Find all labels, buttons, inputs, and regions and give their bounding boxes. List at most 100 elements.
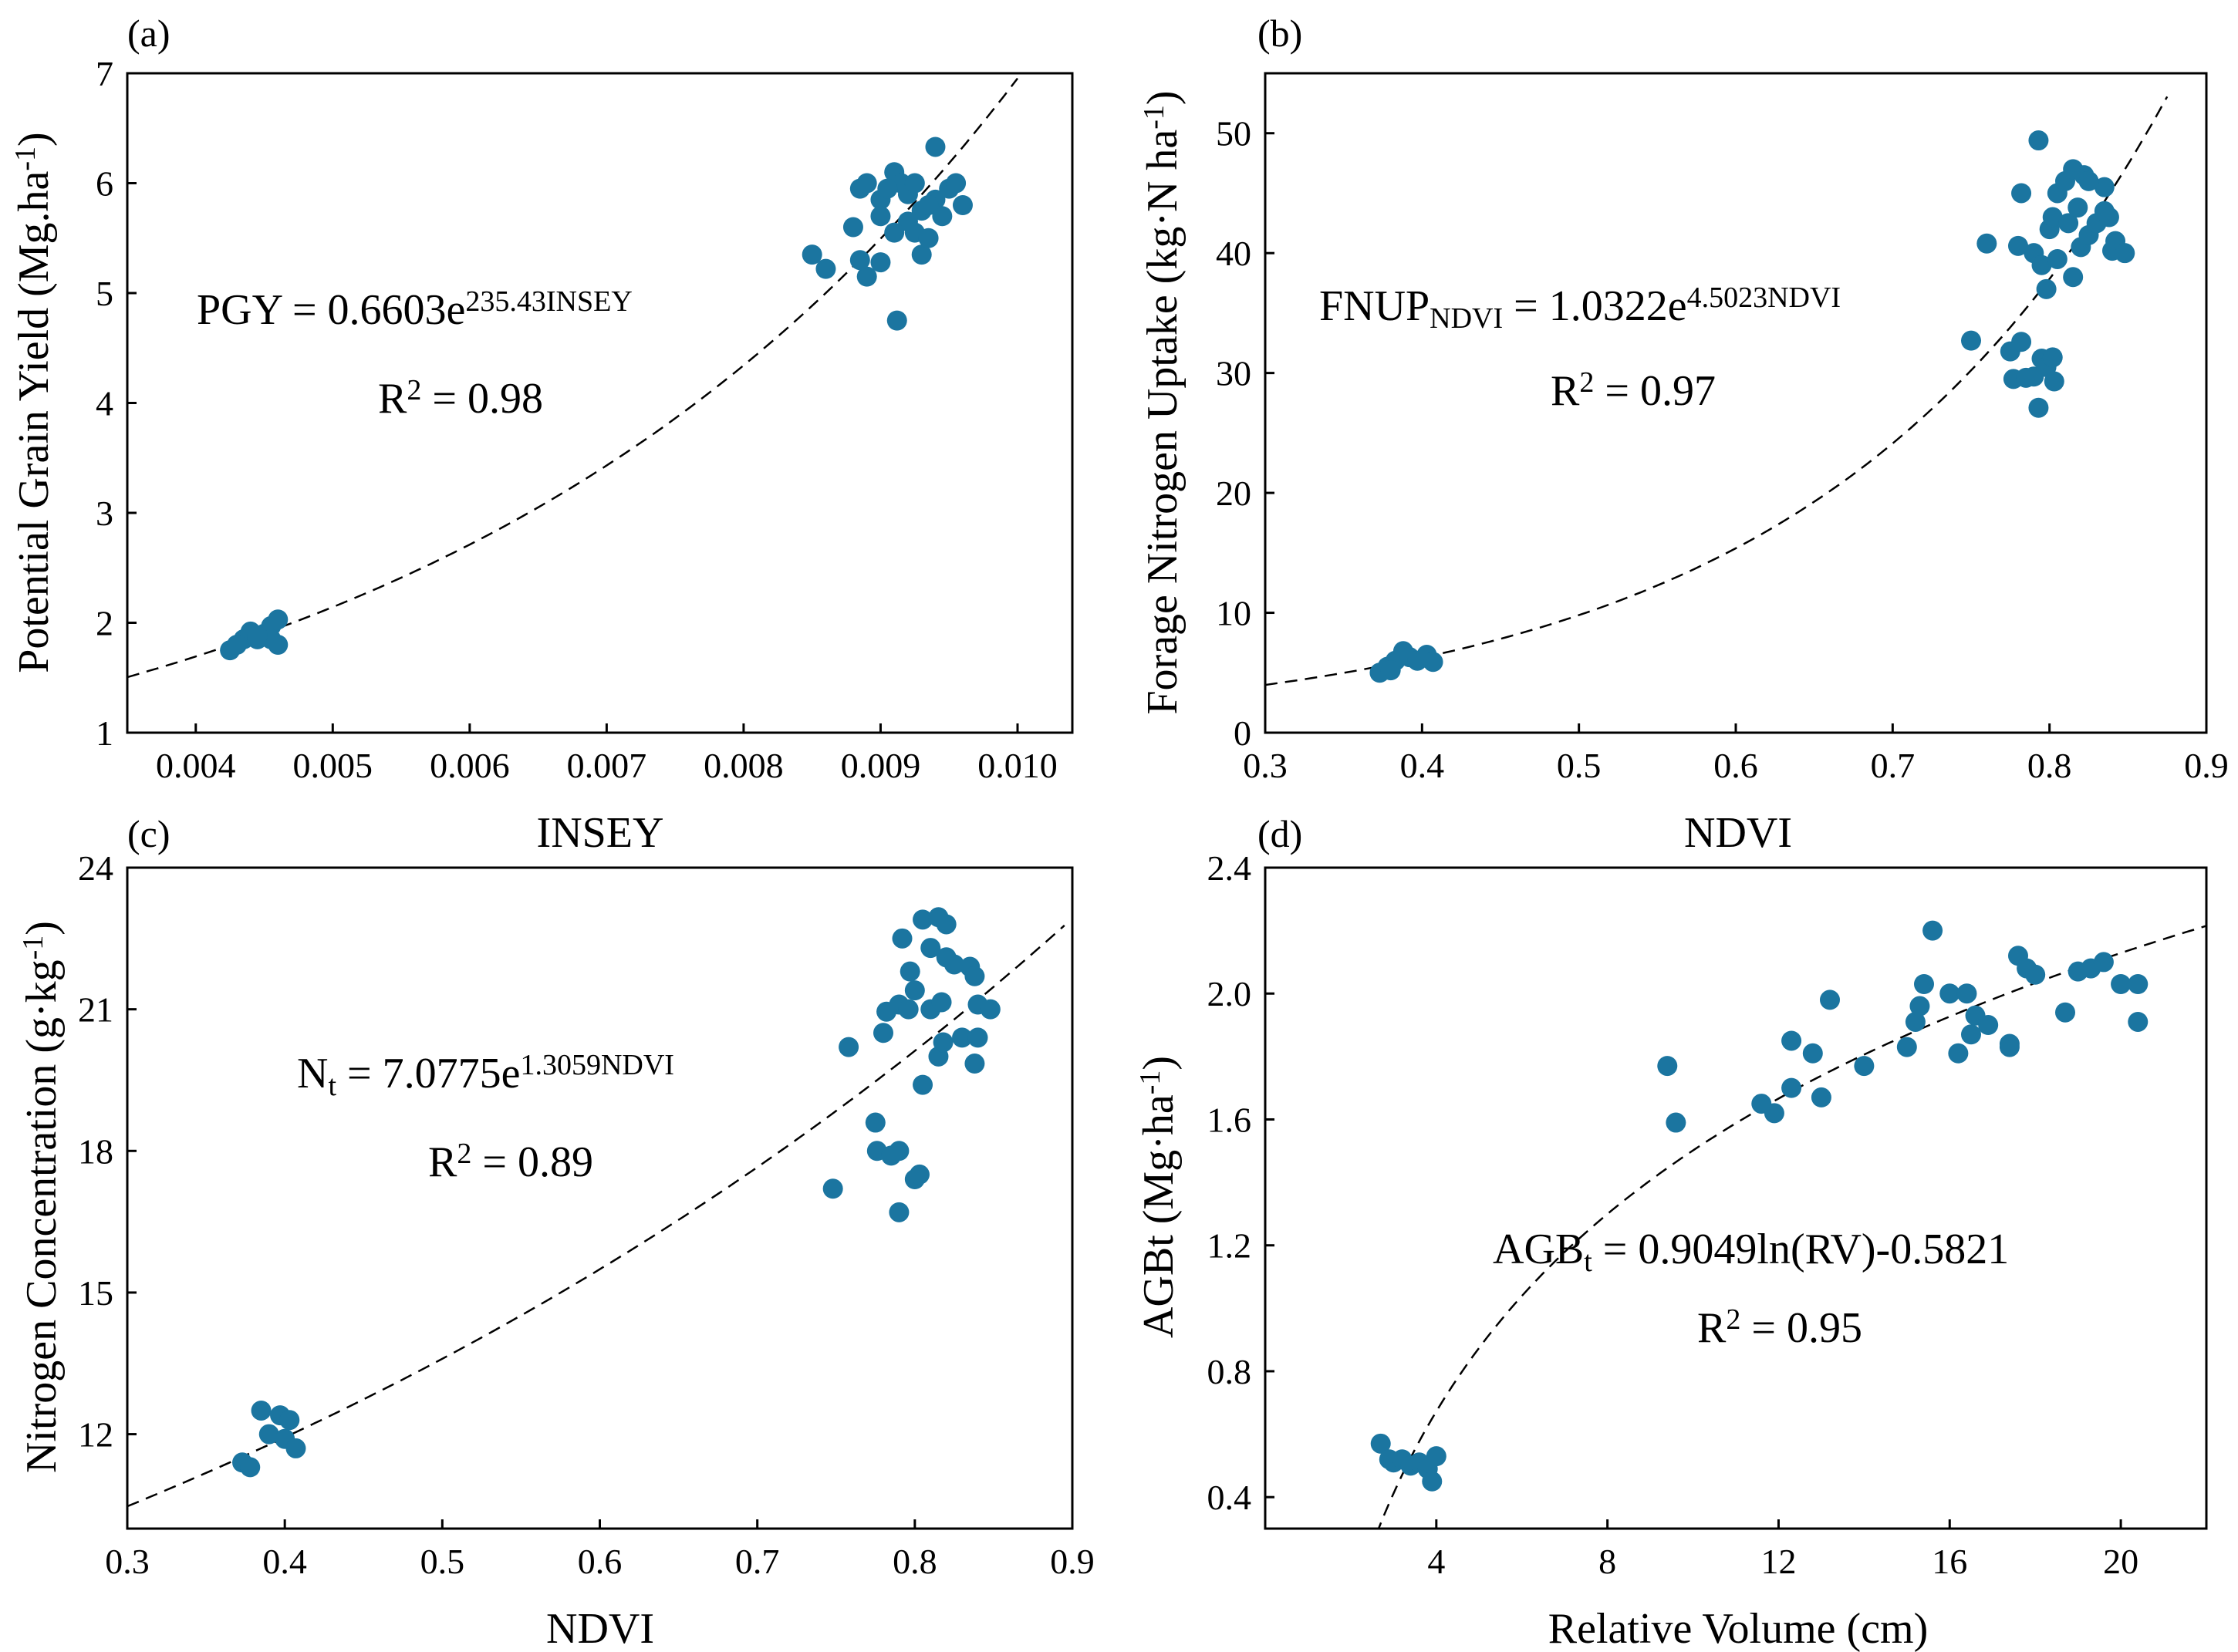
r-squared: R2 = 0.98	[378, 374, 543, 423]
y-tick-label: 1.2	[1207, 1226, 1252, 1266]
data-point	[856, 266, 877, 287]
data-point	[1370, 1433, 1391, 1454]
r-squared: R2 = 0.97	[1551, 366, 1716, 415]
fit-equation: Nt = 7.0775e1.3059NDVI	[297, 1049, 674, 1102]
x-tick-label: 12	[1760, 1542, 1796, 1581]
data-point	[964, 1054, 985, 1074]
data-point	[258, 1424, 279, 1445]
data-point	[952, 1027, 973, 1048]
r-squared: R2 = 0.89	[428, 1138, 593, 1186]
data-point	[1666, 1112, 1686, 1133]
data-point	[1854, 1056, 1875, 1077]
y-tick-label: 40	[1216, 234, 1251, 273]
data-point	[2128, 1011, 2149, 1032]
x-tick-label: 0.4	[1400, 746, 1445, 785]
data-point	[1939, 983, 1960, 1004]
data-point	[2042, 347, 2063, 368]
data-point	[865, 1112, 886, 1133]
data-point	[1781, 1030, 1802, 1051]
x-tick-label: 0.6	[578, 1542, 623, 1581]
data-point	[815, 258, 836, 279]
y-tick-label: 0	[1234, 713, 1251, 753]
data-point	[913, 1074, 933, 1095]
y-tick-label: 1	[96, 713, 113, 753]
r-squared: R2 = 0.95	[1697, 1303, 1862, 1352]
data-point	[967, 1027, 988, 1048]
y-tick-label: 21	[78, 990, 113, 1030]
y-tick-label: 30	[1216, 354, 1251, 393]
data-point	[952, 195, 973, 215]
data-point	[870, 252, 891, 273]
data-point	[918, 195, 939, 215]
x-tick-label: 0.8	[893, 1542, 937, 1581]
y-tick-label: 18	[78, 1131, 113, 1171]
data-point	[1956, 983, 1977, 1004]
panel-a: 0.004 0.005 0.006 0.007 0.008 0.009 0.010 1 2 3 4 5…	[9, 12, 1074, 857]
y-tick-label: 2.0	[1207, 974, 1252, 1013]
data-point	[2128, 973, 2149, 994]
data-point	[946, 173, 967, 194]
data-point	[2028, 397, 2049, 418]
y-axis-label: Forage Nitrogen Uptake (kg·N ha-1)	[1138, 90, 1187, 714]
data-point	[849, 250, 870, 271]
data-point	[1978, 1015, 1999, 1036]
data-point	[2094, 177, 2115, 197]
data-point	[2111, 973, 2132, 994]
data-point	[1802, 1043, 1823, 1064]
data-point	[2055, 1002, 2075, 1023]
data-point	[1999, 1037, 2020, 1057]
data-point	[285, 1438, 306, 1458]
y-tick-label: 12	[78, 1415, 113, 1455]
fit-curve	[1265, 96, 2169, 686]
data-point	[1811, 1087, 1831, 1108]
y-tick-label: 50	[1216, 114, 1251, 153]
data-point	[1914, 973, 1934, 994]
x-tick-label: 0.5	[420, 1542, 465, 1581]
data-point	[1422, 1471, 1443, 1492]
data-point	[877, 178, 898, 199]
data-point	[279, 1410, 300, 1431]
data-point	[839, 1037, 859, 1057]
panel-label: (c)	[127, 812, 170, 855]
data-point	[1961, 330, 1981, 351]
y-tick-label: 4	[96, 384, 113, 423]
data-point	[802, 244, 822, 265]
data-point	[898, 999, 919, 1020]
y-tick-label: 0.8	[1207, 1352, 1252, 1391]
data-point	[964, 966, 985, 986]
data-point	[2094, 201, 2115, 221]
data-point	[943, 954, 964, 975]
data-point	[842, 217, 863, 238]
data-point	[936, 914, 957, 935]
fit-curve	[1377, 925, 2206, 1529]
x-tick-label: 20	[2103, 1542, 2138, 1581]
y-axis-label: Nitrogen Concentration (g·kg-1)	[17, 921, 66, 1473]
x-tick-label: 0.4	[262, 1542, 307, 1581]
data-point	[2025, 964, 2046, 985]
fit-curve	[127, 77, 1018, 679]
y-tick-label: 24	[78, 848, 113, 888]
x-tick-label: 0.7	[735, 1542, 780, 1581]
data-point	[1922, 920, 1943, 941]
x-tick-label: 16	[1932, 1542, 1967, 1581]
data-point	[251, 1400, 272, 1421]
data-point	[268, 609, 289, 630]
data-point	[1820, 990, 1840, 1010]
data-point	[873, 1023, 893, 1043]
y-tick-label: 10	[1216, 594, 1251, 633]
panel-label: (a)	[127, 12, 170, 55]
x-tick-label: 0.3	[1243, 746, 1288, 785]
data-point	[2011, 332, 2032, 352]
data-point	[2042, 207, 2063, 228]
panel-c: 0.3 0.4 0.5 0.6 0.7 0.8 0.9 12 15 18 21 24 (c) NDVI Ni…	[17, 812, 1095, 1652]
data-point	[892, 928, 913, 949]
data-point	[904, 173, 925, 194]
data-point	[2063, 267, 2084, 288]
y-tick-label: 3	[96, 494, 113, 533]
data-point	[1896, 1037, 1917, 1057]
data-point	[931, 992, 952, 1013]
data-point	[1380, 660, 1401, 681]
y-tick-label: 0.4	[1207, 1478, 1252, 1517]
y-tick-label: 20	[1216, 474, 1251, 513]
y-tick-label: 2.4	[1207, 848, 1252, 888]
